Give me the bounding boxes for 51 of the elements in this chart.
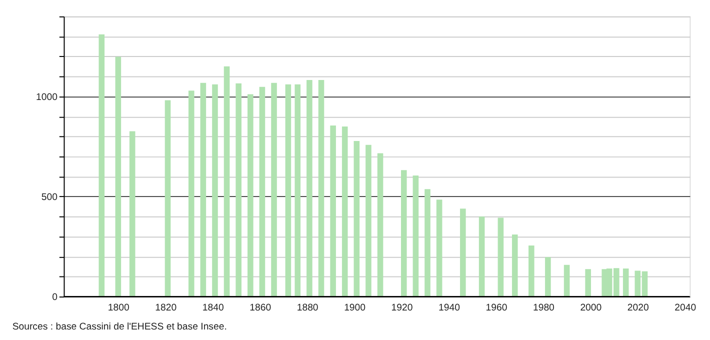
bar <box>366 144 372 297</box>
bar <box>212 84 218 297</box>
bar <box>400 170 407 297</box>
bar <box>224 66 230 297</box>
bar <box>200 82 206 297</box>
bar <box>330 125 336 297</box>
bar <box>622 268 629 297</box>
bar <box>306 80 312 297</box>
bar <box>478 216 485 297</box>
bar <box>545 257 551 297</box>
bar <box>285 84 292 297</box>
bar <box>271 82 277 297</box>
bar <box>564 264 570 297</box>
bar <box>236 83 242 297</box>
y-tick-label: 1000 <box>36 92 58 103</box>
bar <box>248 94 254 297</box>
bar <box>354 141 360 297</box>
x-tick-label: 2040 <box>674 302 696 314</box>
bar <box>294 84 301 297</box>
bar <box>498 218 504 297</box>
source-note: Sources : base Cassini de l'EHESS et base Insee. <box>12 321 227 332</box>
x-tick-label: 1960 <box>486 302 508 314</box>
x-tick-label: 1820 <box>155 302 177 314</box>
bar <box>460 208 466 297</box>
y-tick-label: 0 <box>52 292 58 303</box>
bar <box>115 56 122 297</box>
bar <box>412 175 419 297</box>
bar <box>164 100 171 297</box>
bar <box>528 246 534 297</box>
x-tick-label: 1920 <box>391 302 413 314</box>
bar <box>424 189 430 297</box>
x-tick-label: 1900 <box>344 302 366 314</box>
bar <box>512 234 518 297</box>
bar <box>318 80 324 297</box>
bar <box>585 269 591 297</box>
x-tick-label: 1880 <box>296 302 318 314</box>
bar <box>98 34 105 297</box>
y-tick-label: 500 <box>41 192 58 203</box>
x-tick-label: 1800 <box>108 302 130 314</box>
bar <box>129 131 136 297</box>
x-tick-label: 1980 <box>532 302 554 314</box>
bar <box>436 200 442 297</box>
bar <box>259 86 266 297</box>
x-tick-label: 1940 <box>438 302 460 314</box>
x-tick-label: 1840 <box>202 302 224 314</box>
bar <box>377 153 384 297</box>
bar <box>342 126 348 297</box>
bar <box>188 90 194 297</box>
x-tick-label: 2020 <box>627 302 649 314</box>
x-tick-label: 1860 <box>250 302 272 314</box>
x-tick-label: 2000 <box>580 302 602 314</box>
